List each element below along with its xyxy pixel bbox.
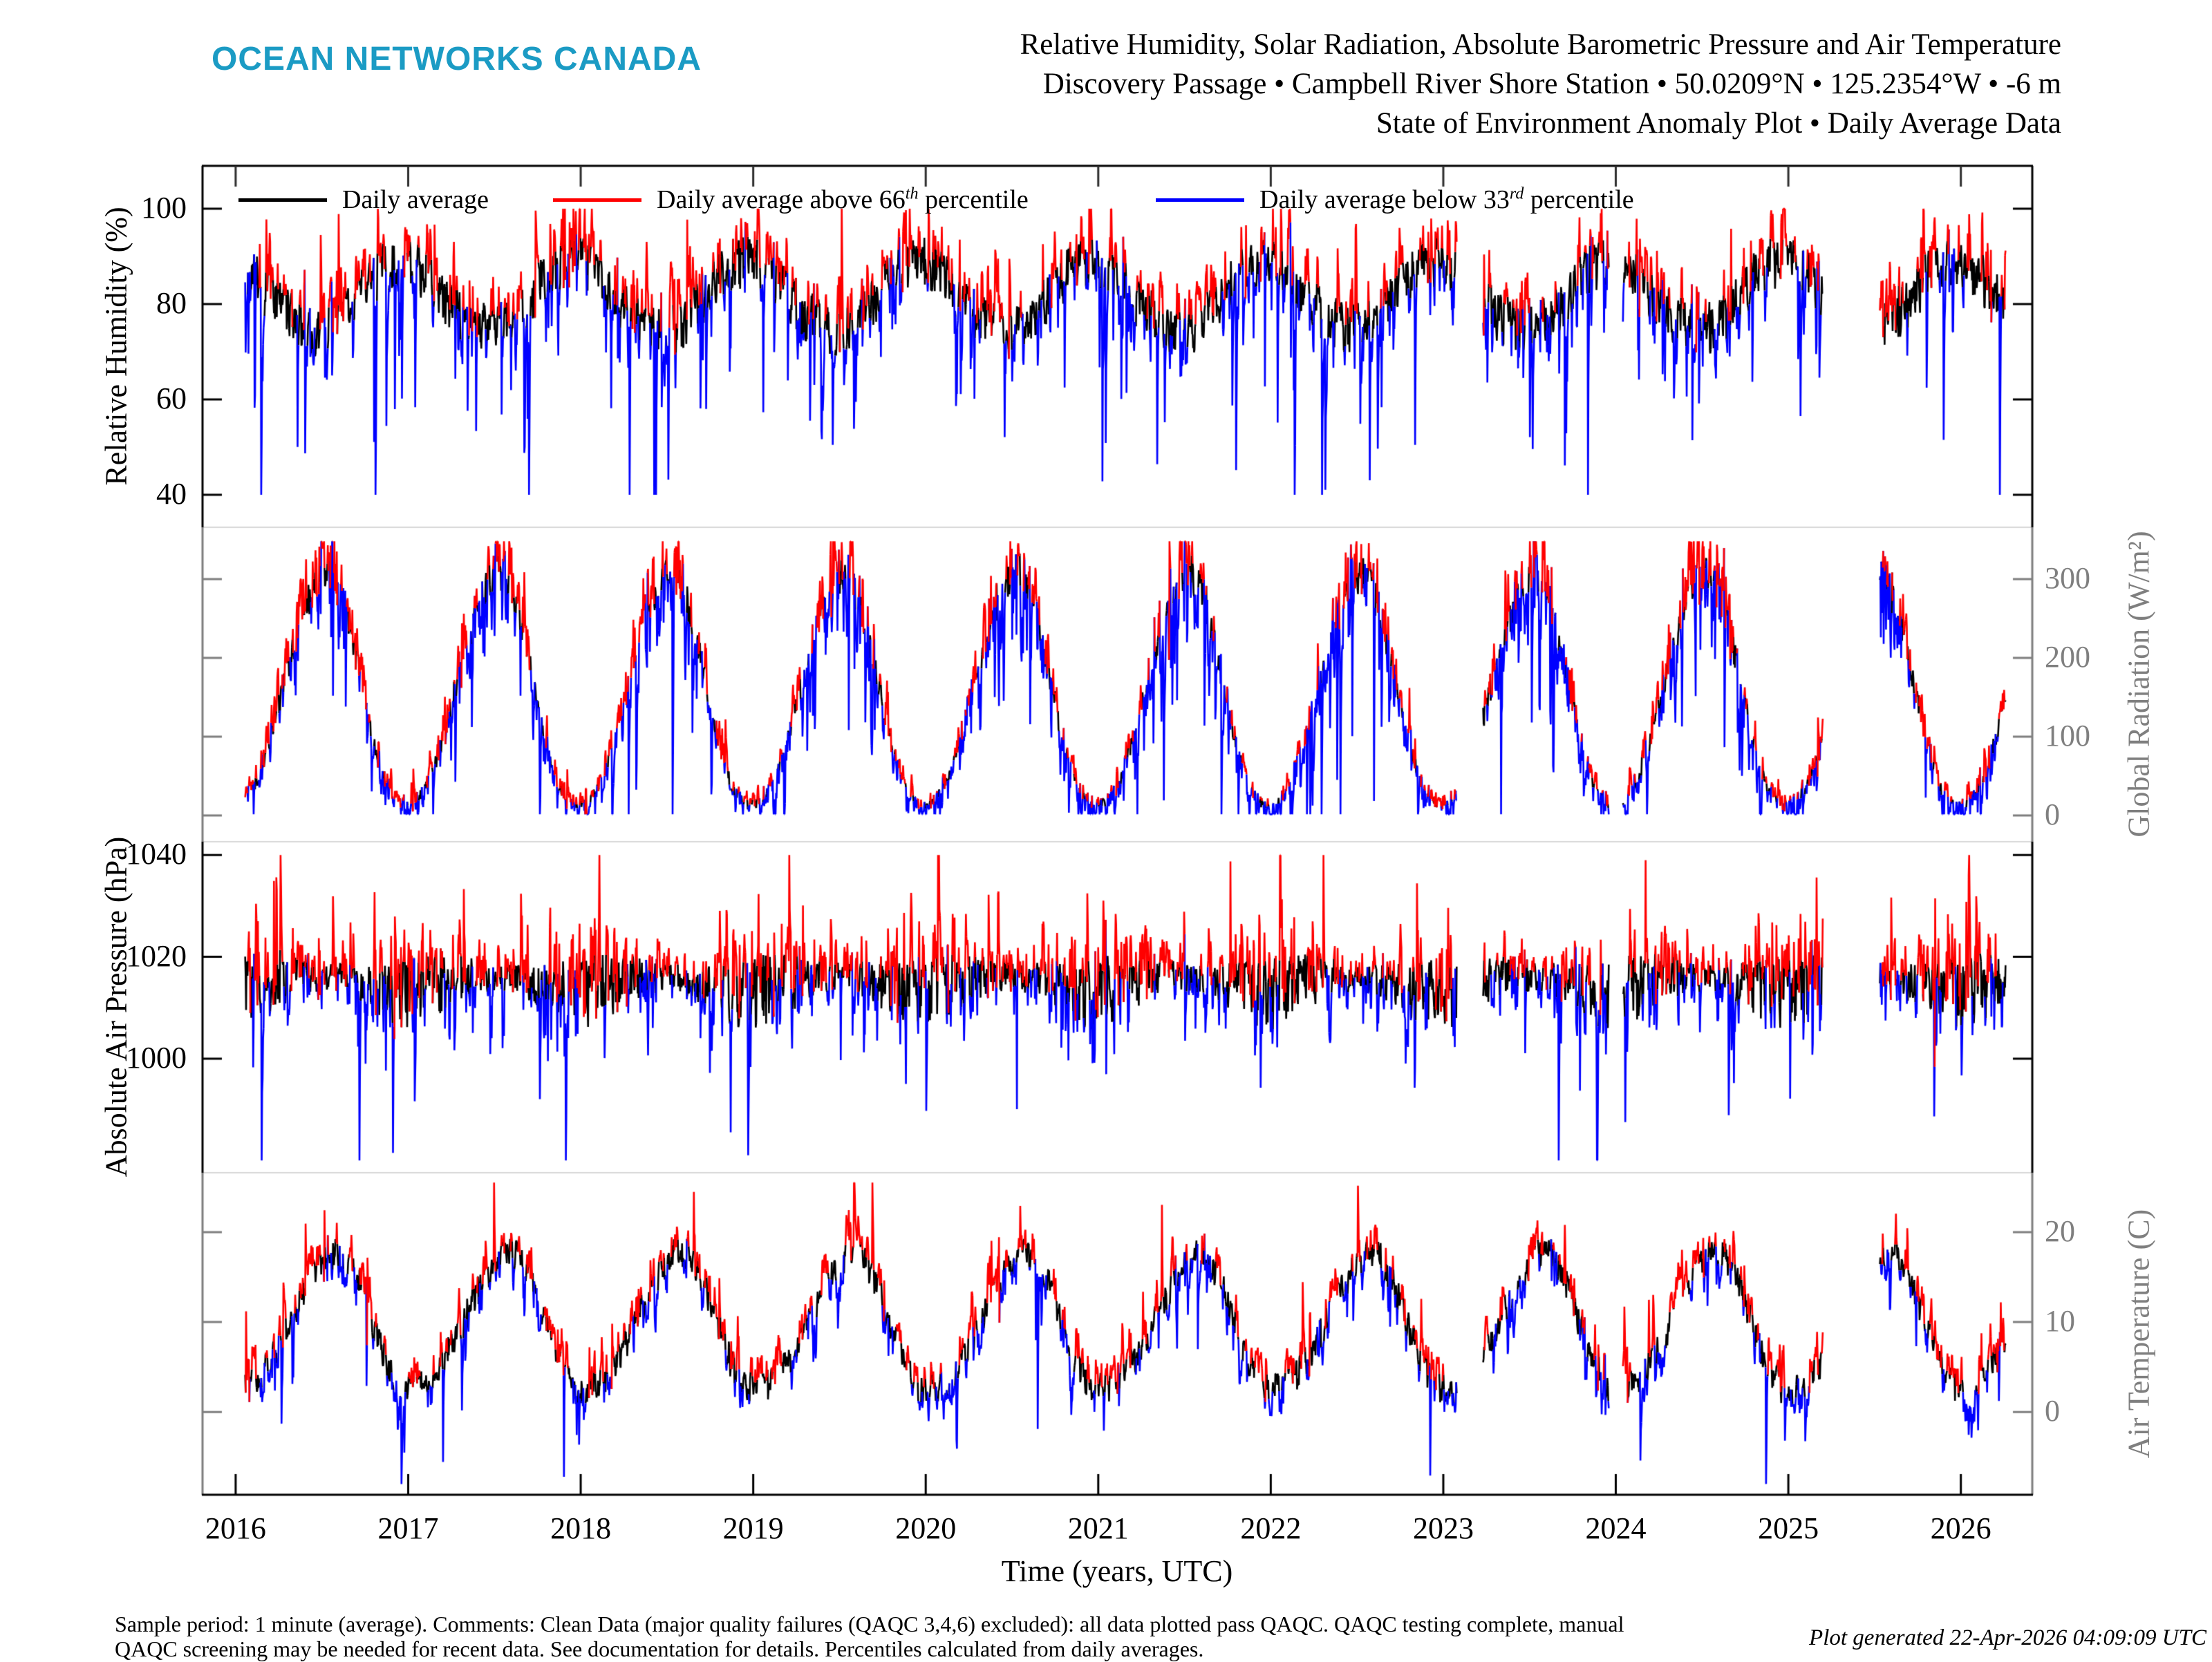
y-tick-air-temperature-20: 20 [2045, 1214, 2075, 1248]
footer-comments-line2: QAQC screening may be needed for recent … [115, 1636, 1204, 1661]
y-tick-global-radiation-200: 200 [2045, 640, 2090, 674]
title-line-1: Relative Humidity, Solar Radiation, Abso… [1020, 28, 2061, 61]
x-tick-2021: 2021 [1067, 1511, 1129, 1545]
y-tick-global-radiation-300: 300 [2045, 561, 2090, 596]
legend-line-blue [1156, 198, 1244, 202]
onc-logo: OCEAN NETWORKS CANADA [212, 41, 702, 77]
title-line-3: State of Environment Anomaly Plot • Dail… [1376, 107, 2061, 140]
x-axis-title: Time (years, UTC) [1001, 1554, 1233, 1588]
y-axis-label-relative-humidity: Relative Humidity (%) [99, 207, 133, 486]
plot-generated-timestamp: Plot generated 22-Apr-2026 04:09:09 UTC [1809, 1625, 2206, 1650]
legend-line-red [553, 198, 641, 202]
y-tick-air-temperature-10: 10 [2045, 1304, 2075, 1339]
x-tick-2025: 2025 [1758, 1511, 1819, 1545]
y-tick-relative-humidity-100: 100 [141, 191, 187, 225]
x-tick-2019: 2019 [722, 1511, 784, 1545]
title-line-2: Discovery Passage • Campbell River Shore… [1042, 68, 2061, 100]
x-tick-2026: 2026 [1930, 1511, 1991, 1545]
x-tick-2023: 2023 [1412, 1511, 1474, 1545]
legend-line-black [238, 198, 327, 202]
y-tick-global-radiation-100: 100 [2045, 719, 2090, 753]
y-tick-relative-humidity-80: 80 [156, 286, 187, 321]
y-tick-absolute-air-pressure-1020: 1020 [126, 938, 187, 973]
y-tick-absolute-air-pressure-1000: 1000 [126, 1040, 187, 1075]
y-tick-relative-humidity-40: 40 [156, 477, 187, 511]
legend-item-above-66th: Daily average above 66th percentile [553, 182, 1029, 217]
legend-label-daily-average: Daily average [342, 185, 489, 214]
legend: Daily average Daily average above 66th p… [0, 182, 2212, 217]
y-tick-absolute-air-pressure-1040: 1040 [126, 837, 187, 871]
y-axis-label-air-pressure: Absolute Air Pressure (hPa) [99, 836, 133, 1178]
y-tick-relative-humidity-60: 60 [156, 381, 187, 416]
x-tick-2022: 2022 [1240, 1511, 1302, 1545]
legend-item-daily-average: Daily average [238, 182, 489, 217]
x-tick-2024: 2024 [1585, 1511, 1647, 1545]
legend-item-below-33rd: Daily average below 33rd percentile [1156, 182, 1634, 217]
x-tick-2016: 2016 [205, 1511, 266, 1545]
x-tick-2020: 2020 [895, 1511, 957, 1545]
x-tick-2017: 2017 [377, 1511, 439, 1545]
legend-label-above-66th: Daily average above 66th percentile [657, 185, 1029, 214]
footer-comments-line1: Sample period: 1 minute (average). Comme… [115, 1612, 1624, 1636]
legend-label-below-33rd: Daily average below 33rd percentile [1259, 185, 1634, 214]
y-tick-air-temperature-0: 0 [2045, 1394, 2060, 1428]
y-tick-global-radiation-0: 0 [2045, 797, 2060, 832]
x-tick-2018: 2018 [550, 1511, 612, 1545]
plot-title-block: Relative Humidity, Solar Radiation, Abso… [1020, 25, 2061, 143]
